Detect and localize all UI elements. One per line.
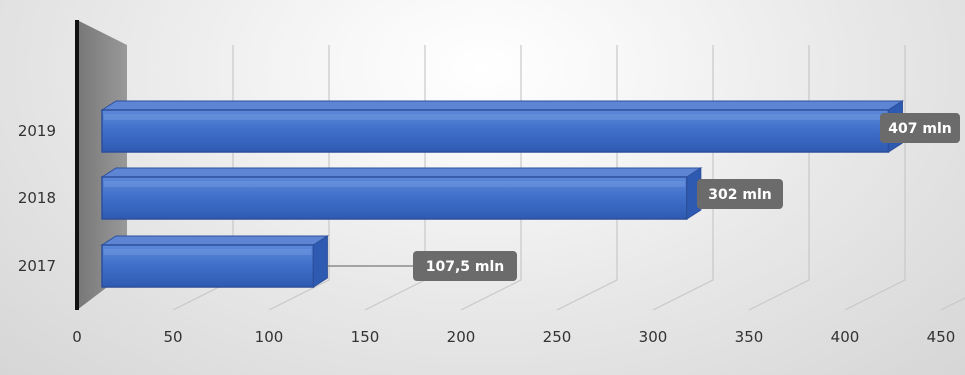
gridline-400 <box>845 45 905 310</box>
category-axis: 2017 2018 2019 <box>18 20 77 310</box>
category-label-2019: 2019 <box>18 122 56 140</box>
x-tick-label-450: 450 <box>927 328 956 346</box>
x-tick-label-50: 50 <box>163 328 182 346</box>
data-label-2019: 407 mln <box>888 121 951 137</box>
gridline-350 <box>749 45 809 310</box>
category-label-2017: 2017 <box>18 257 56 275</box>
bar-top-2019 <box>102 101 902 110</box>
data-label-2017: 107,5 mln <box>426 259 505 275</box>
x-tick-label-250: 250 <box>543 328 572 346</box>
bar-end-2017 <box>313 236 327 287</box>
data-label-2018: 302 mln <box>708 187 771 203</box>
x-tick-label-200: 200 <box>447 328 476 346</box>
bar-2019 <box>102 101 902 152</box>
bar-top-2018 <box>102 168 701 177</box>
x-tick-label-0: 0 <box>72 328 82 346</box>
x-tick-label-300: 300 <box>639 328 668 346</box>
value-axis: 0 50 100 150 200 250 300 350 400 450 <box>72 328 955 346</box>
x-tick-label-400: 400 <box>831 328 860 346</box>
bar-highlight-2018 <box>104 181 685 187</box>
bar-2017 <box>102 236 327 287</box>
bar-top-2017 <box>102 236 327 245</box>
bar-highlight-2019 <box>104 114 886 120</box>
bar-2018 <box>102 168 701 219</box>
gridline-450 <box>941 45 965 310</box>
x-tick-label-150: 150 <box>351 328 380 346</box>
x-tick-label-350: 350 <box>735 328 764 346</box>
x-tick-label-100: 100 <box>255 328 284 346</box>
category-label-2018: 2018 <box>18 189 56 207</box>
bar-highlight-2017 <box>104 249 311 255</box>
